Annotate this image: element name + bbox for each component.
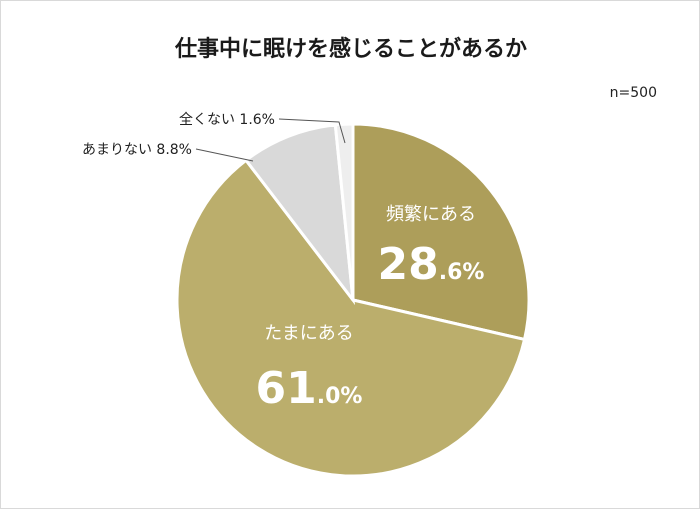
slice-sometimes xyxy=(175,158,527,478)
slice-frequent xyxy=(351,122,531,342)
slice-outside-label: あまりない 8.8% xyxy=(82,142,192,158)
slice-value-label: 28.6% xyxy=(378,239,485,290)
slice-label: 頻繁にある xyxy=(386,204,476,225)
slice-label: たまにある xyxy=(264,323,353,344)
sample-size-label: n=500 xyxy=(609,85,657,101)
leader-line xyxy=(278,118,346,144)
slice-value-label: 61.0% xyxy=(256,363,363,414)
slice-rarely xyxy=(243,123,356,306)
slice-outside-label: 全くない 1.6% xyxy=(179,111,275,128)
chart-title: 仕事中に眠けを感じることがあるか xyxy=(174,37,527,62)
leader-line xyxy=(195,148,254,162)
slice-never xyxy=(333,122,355,301)
